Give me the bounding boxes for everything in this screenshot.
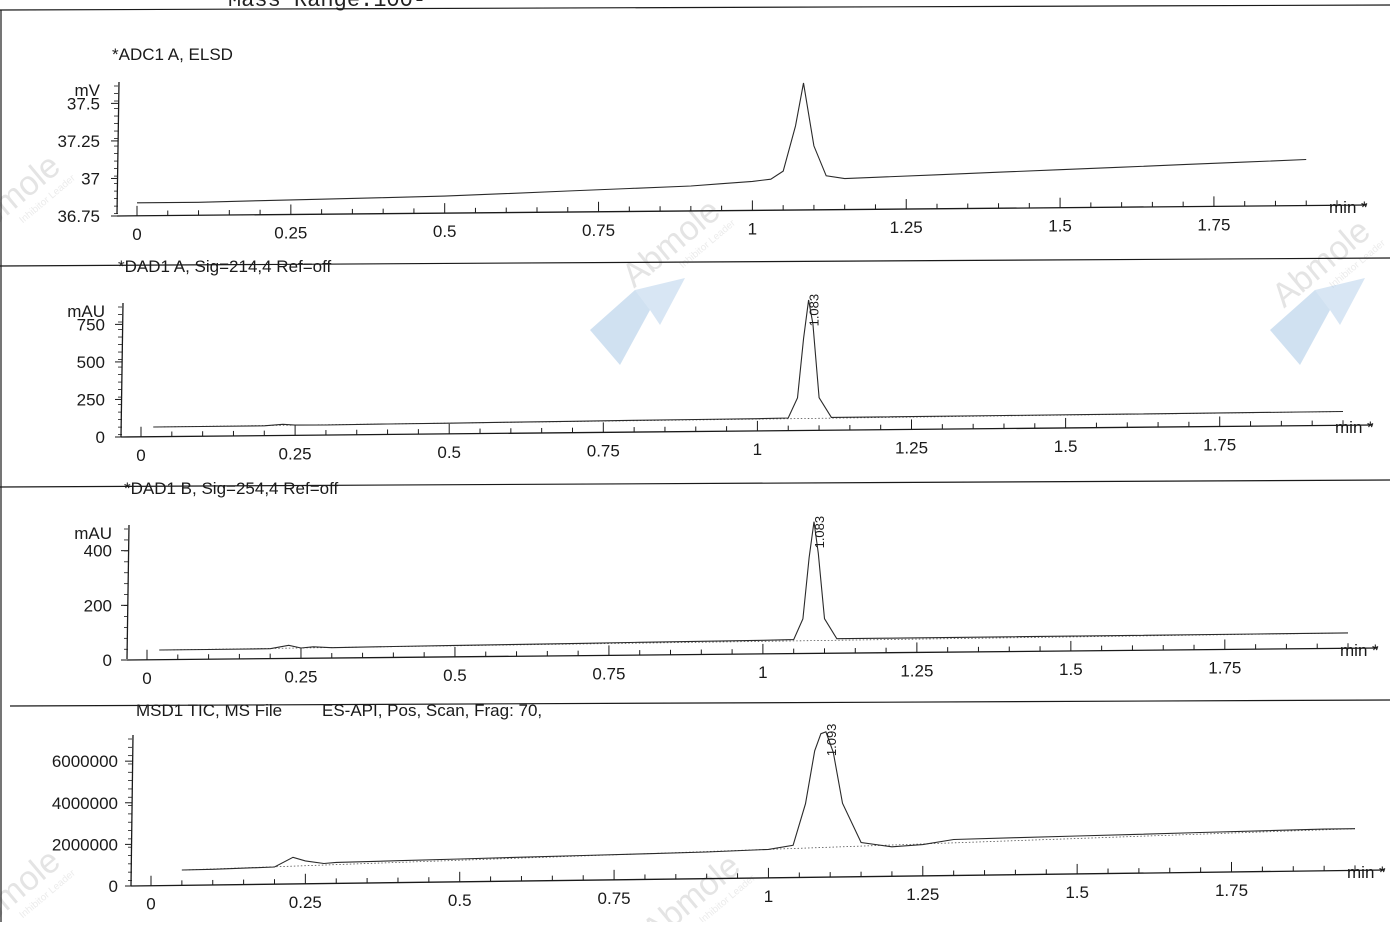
chromatogram-trace xyxy=(159,521,1349,651)
x-tick-label: 1 xyxy=(758,663,767,682)
x-tick-label: 0.25 xyxy=(284,667,317,686)
y-tick-label: 36.75 xyxy=(57,207,100,226)
axis-break-marker: * xyxy=(1372,641,1379,660)
axis-break-marker: * xyxy=(1367,418,1374,437)
peak-label: 1.083 xyxy=(807,294,822,327)
header-mass-range: Mass Range:100- xyxy=(228,0,427,13)
y-axis xyxy=(120,302,124,438)
x-axis xyxy=(116,204,1368,217)
x-tick-label: 0.25 xyxy=(274,223,307,242)
y-tick-label: 0 xyxy=(109,877,118,896)
x-tick-label: 0.5 xyxy=(437,443,461,462)
x-tick-label: 1.25 xyxy=(900,661,933,680)
x-tick-label: 0.5 xyxy=(448,891,472,910)
x-tick-label: 0.5 xyxy=(443,666,467,685)
chromatogram-panel: *ADC1 A, ELSD 0 0.25 0.5 0.75 1 1.25 1.5 1.75 min… xyxy=(57,45,1368,244)
x-tick-label: 0.75 xyxy=(598,889,631,908)
chromatogram-trace xyxy=(136,82,1307,204)
x-tick-label: 1 xyxy=(748,219,757,238)
chromatogram-panel: *DAD1 B, Sig=254,4 Ref=off 0 0.25 0.5 0.75 1 1… xyxy=(74,479,1379,688)
y-axis xyxy=(126,524,130,660)
x-tick-label: 0 xyxy=(136,446,145,465)
x-tick-label: 1 xyxy=(753,440,762,459)
axis-break-marker: * xyxy=(1361,198,1368,217)
x-axis-label: min xyxy=(1340,641,1367,660)
x-tick-label: 0 xyxy=(146,895,155,914)
x-axis-label: min xyxy=(1335,418,1362,437)
y-axis xyxy=(130,734,134,887)
y-tick-label: 0 xyxy=(103,651,112,670)
x-axis xyxy=(126,647,1379,661)
peak-label: 1.093 xyxy=(824,724,839,757)
y-tick-label: 200 xyxy=(84,596,112,615)
chromatogram-panel: MSD1 TIC, MS File ES-API, Pos, Scan, Frag… xyxy=(52,701,1386,914)
y-tick-label: 750 xyxy=(77,315,105,334)
y-tick-label: 2000000 xyxy=(52,835,118,854)
y-axis-label: mAU xyxy=(67,302,105,321)
x-tick-label: 0.25 xyxy=(289,893,322,912)
y-tick-label: 0 xyxy=(96,428,105,447)
panel-title: MSD1 TIC, MS File xyxy=(136,701,282,720)
x-tick-label: 1.5 xyxy=(1048,217,1072,236)
x-tick-label: 1.75 xyxy=(1215,881,1248,900)
x-tick-label: 0.75 xyxy=(582,221,615,240)
x-tick-label: 0.75 xyxy=(592,664,625,683)
panel-separator xyxy=(0,4,1390,11)
x-tick-label: 1.5 xyxy=(1065,883,1089,902)
x-axis xyxy=(130,869,1386,887)
watermark-brand: Abmole xyxy=(635,846,748,922)
x-tick-label: 0 xyxy=(132,225,141,244)
y-tick-label: 250 xyxy=(77,390,105,409)
panel-subtitle: ES-API, Pos, Scan, Frag: 70, xyxy=(322,701,542,720)
y-tick-label: 400 xyxy=(84,542,112,561)
y-axis-label: mV xyxy=(75,81,101,100)
x-tick-label: 0.5 xyxy=(433,222,457,241)
peak-label: 1.083 xyxy=(812,516,827,549)
y-tick-label: 4000000 xyxy=(52,794,118,813)
y-tick-label: 37 xyxy=(81,169,100,188)
chromatogram-trace xyxy=(153,299,1344,428)
x-tick-label: 1.5 xyxy=(1059,660,1083,679)
y-tick-label: 37.5 xyxy=(67,94,100,113)
x-axis-label: min xyxy=(1329,198,1356,217)
x-axis-label: min xyxy=(1347,863,1374,882)
y-tick-label: 37.25 xyxy=(57,132,100,151)
y-tick-label: 6000000 xyxy=(52,752,118,771)
y-axis-label: mAU xyxy=(74,524,112,543)
chromatogram-trace xyxy=(181,731,1356,871)
watermark-logo-icon xyxy=(590,278,685,365)
panel-title: *DAD1 B, Sig=254,4 Ref=off xyxy=(124,479,338,498)
watermark-logo-icon xyxy=(1270,278,1365,365)
x-tick-label: 1.75 xyxy=(1203,435,1236,454)
panel-title: *ADC1 A, ELSD xyxy=(112,45,233,64)
axis-break-marker: * xyxy=(1379,863,1386,882)
x-tick-label: 1.5 xyxy=(1054,437,1078,456)
x-tick-label: 1.25 xyxy=(906,885,939,904)
x-tick-label: 0.75 xyxy=(587,441,620,460)
x-tick-label: 1.25 xyxy=(890,218,923,237)
y-axis xyxy=(116,81,120,215)
x-tick-label: 0.25 xyxy=(279,444,312,463)
x-tick-label: 1 xyxy=(764,887,773,906)
y-tick-label: 500 xyxy=(77,353,105,372)
x-axis xyxy=(120,424,1374,438)
x-tick-label: 0 xyxy=(142,669,151,688)
x-tick-label: 1.25 xyxy=(895,438,928,457)
x-tick-label: 1.75 xyxy=(1197,215,1230,234)
x-tick-label: 1.75 xyxy=(1208,658,1241,677)
panel-title: *DAD1 A, Sig=214,4 Ref=off xyxy=(118,257,332,276)
panels-layer: *ADC1 A, ELSD 0 0.25 0.5 0.75 1 1.25 1.5 1.75 min… xyxy=(0,4,1390,922)
integration-baseline xyxy=(159,632,1349,651)
chromatogram-panel: *DAD1 A, Sig=214,4 Ref=off 0 0.25 0.5 0.75 1 1… xyxy=(67,257,1374,465)
panel-separator xyxy=(9,699,1390,707)
panel-separator xyxy=(0,257,1390,267)
panel-separator xyxy=(0,479,1390,488)
